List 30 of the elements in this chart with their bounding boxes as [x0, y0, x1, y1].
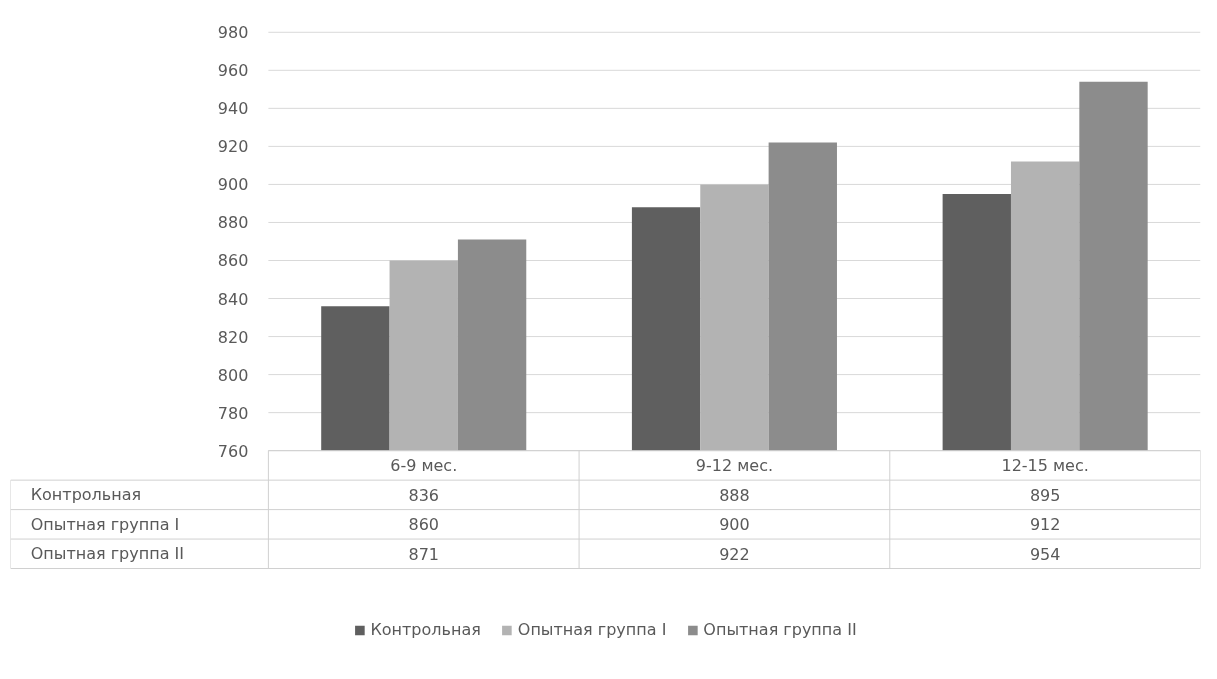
y-tick-label: 940	[217, 99, 249, 119]
y-tick-label: 980	[217, 23, 249, 43]
data-label: 836	[408, 485, 440, 505]
y-tick-label: 860	[217, 251, 249, 271]
data-label: 954	[1029, 544, 1061, 564]
data-label: 871	[408, 544, 440, 564]
y-tick-label: 900	[217, 175, 249, 195]
x-tick-label: 9-12 мес.	[695, 455, 774, 475]
y-tick-label: 880	[217, 213, 249, 233]
data-label: 922	[719, 544, 750, 564]
data-label: 860	[408, 515, 440, 535]
y-tick-label: 760	[217, 441, 249, 461]
legend-label: Опытная группа II	[703, 620, 857, 639]
y-tick-label: 780	[217, 403, 249, 423]
data-label: 912	[1029, 515, 1061, 535]
text: Опытная группа I	[30, 514, 180, 534]
x-tick-label: 12-15 мес.	[1001, 455, 1089, 475]
text: Контрольная	[30, 485, 142, 505]
data-label: 888	[719, 485, 750, 505]
y-tick-label: 820	[217, 327, 249, 347]
y-tick-label: 840	[217, 289, 249, 309]
text: Опытная группа II	[30, 544, 184, 564]
x-tick-label: 6-9 мес.	[390, 455, 458, 475]
data-label: 895	[1029, 485, 1061, 505]
y-tick-label: 800	[217, 365, 249, 385]
data-label: 900	[719, 515, 750, 535]
y-tick-label: 920	[217, 137, 249, 157]
y-tick-label: 960	[217, 61, 249, 81]
legend-label: Контрольная	[370, 620, 481, 639]
legend-label: Опытная группа I	[517, 620, 667, 639]
